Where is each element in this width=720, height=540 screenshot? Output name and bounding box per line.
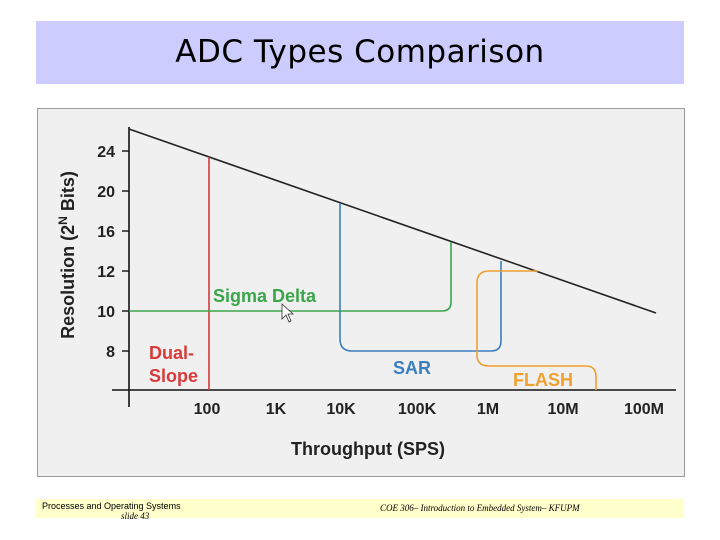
x-tick-label: 10M: [547, 401, 578, 418]
sar-label: SAR: [393, 358, 431, 378]
y-tick-label: 12: [97, 264, 115, 281]
footer-slide-number: slide 43: [121, 511, 150, 521]
slide-title: ADC Types Comparison: [175, 33, 545, 70]
x-tick-label: 10K: [326, 401, 356, 418]
sigma-delta-label: Sigma Delta: [213, 286, 317, 306]
sigma-delta-boundary: [129, 242, 452, 312]
resolution-limit-line: [128, 128, 657, 314]
y-tick-label: 16: [97, 224, 115, 241]
adc-comparison-figure: 24 20 16 12 10 8 100 1K 10K 100K 1M 10M 100M Throughp…: [37, 108, 685, 477]
x-tick-label: 100M: [624, 401, 664, 418]
x-tick-label: 100: [194, 401, 221, 418]
y-axis-title: Resolution (2N Bits): [56, 171, 78, 339]
dual-slope-label: Slope: [149, 366, 198, 386]
mouse-cursor-icon: [281, 303, 295, 323]
y-tick-label: 10: [97, 304, 115, 321]
footer-course-info: Processes and Operating Systems slide 43: [42, 501, 181, 521]
adc-diagram-svg: 24 20 16 12 10 8 100 1K 10K 100K 1M 10M 100M Throughp…: [56, 127, 676, 459]
x-axis-title: Throughput (SPS): [291, 439, 445, 459]
flash-label: FLASH: [513, 370, 573, 390]
y-axis-title-part: Bits): [58, 171, 78, 216]
sar-boundary: [339, 203, 502, 352]
footer-right-text: COE 306– Introduction to Embedded System…: [380, 503, 580, 513]
footer-left-text: Processes and Operating Systems: [42, 501, 181, 511]
dual-slope-label: Dual-: [149, 343, 194, 363]
y-axis-title-part: Resolution (2: [58, 225, 78, 339]
title-band: ADC Types Comparison: [36, 21, 684, 84]
flash-boundary: [476, 270, 597, 390]
x-tick-label: 1M: [477, 401, 499, 418]
y-tick-label: 20: [97, 184, 115, 201]
x-tick-label: 1K: [266, 401, 287, 418]
y-axis-title-superscript: N: [56, 216, 70, 225]
footer-band: Processes and Operating Systems slide 43…: [36, 499, 684, 521]
x-tick-label: 100K: [398, 401, 437, 418]
y-tick-label: 8: [106, 344, 115, 361]
y-tick-label: 24: [97, 144, 115, 161]
